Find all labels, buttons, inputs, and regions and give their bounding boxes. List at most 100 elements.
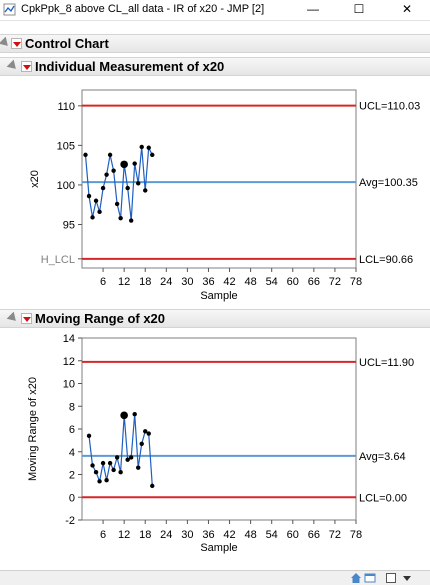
- limit-label: Avg=100.35: [359, 177, 418, 189]
- limit-label: LCL=0.00: [359, 492, 407, 504]
- data-point: [146, 145, 151, 150]
- data-point: [120, 160, 128, 169]
- y-tick-label: 100: [57, 180, 75, 192]
- data-point: [111, 168, 116, 173]
- red-triangle-menu-icon[interactable]: [21, 61, 32, 72]
- y-tick-label: 10: [63, 379, 75, 391]
- data-point: [114, 201, 120, 207]
- control-chart-outline-header: Control Chart: [0, 34, 430, 53]
- window-titlebar: CpkPpk_8 above CL_all data - IR of x20 -…: [0, 0, 430, 21]
- x-tick-label: 48: [244, 276, 256, 288]
- limit-label: UCL=110.03: [359, 101, 420, 113]
- data-point: [143, 188, 148, 193]
- x-tick-label: 66: [308, 276, 320, 288]
- y-tick-label: 12: [63, 356, 75, 368]
- red-triangle-menu-icon[interactable]: [11, 38, 22, 49]
- red-triangle-menu-icon[interactable]: [21, 313, 32, 324]
- data-point: [104, 477, 109, 483]
- window-list-icon[interactable]: [364, 572, 376, 584]
- data-point: [107, 460, 113, 466]
- y-tick-label: 95: [63, 219, 75, 231]
- disclosure-triangle-icon[interactable]: [6, 311, 20, 325]
- maximize-button[interactable]: ☐: [353, 2, 365, 16]
- x-tick-label: 60: [287, 529, 299, 541]
- x-tick-label: 24: [160, 529, 172, 541]
- plot-frame: [81, 337, 357, 521]
- x-tick-label: 6: [100, 276, 106, 288]
- x-tick-label: 36: [202, 529, 214, 541]
- data-point: [125, 185, 130, 191]
- y-tick-label: 8: [69, 401, 75, 413]
- data-point: [100, 185, 106, 191]
- x-tick-label: 72: [329, 529, 341, 541]
- disclosure-triangle-icon[interactable]: [6, 59, 20, 73]
- x-axis-label: Sample: [200, 290, 237, 302]
- x-tick-label: 54: [266, 276, 278, 288]
- y-tick-label: 4: [69, 447, 75, 459]
- data-point: [107, 152, 113, 158]
- x-tick-label: 60: [287, 276, 299, 288]
- y-tick-label: 0: [69, 492, 75, 504]
- x-tick-label: 42: [223, 529, 235, 541]
- home-icon[interactable]: [350, 572, 362, 584]
- checkbox-icon[interactable]: [385, 572, 397, 584]
- limit-label: Avg=3.64: [359, 451, 406, 463]
- data-point: [120, 411, 128, 420]
- control-chart-title: Control Chart: [25, 36, 109, 51]
- data-point: [136, 465, 141, 470]
- y-tick-label: 2: [69, 470, 75, 482]
- data-point: [93, 198, 99, 203]
- data-point: [128, 455, 134, 460]
- data-point: [128, 218, 134, 223]
- data-point: [90, 463, 95, 468]
- data-point: [97, 209, 102, 215]
- y-axis-label: Moving Range of x20: [27, 377, 39, 481]
- individual-chart-title: Individual Measurement of x20: [35, 59, 225, 74]
- data-point: [146, 431, 151, 436]
- x-tick-label: 54: [266, 529, 278, 541]
- close-button[interactable]: ✕: [401, 2, 413, 16]
- x-tick-label: 66: [308, 529, 320, 541]
- chevron-down-icon[interactable]: [402, 573, 412, 583]
- x-tick-label: 78: [350, 529, 362, 541]
- data-point: [139, 441, 144, 446]
- x-tick-label: 42: [223, 276, 235, 288]
- data-point: [125, 457, 130, 462]
- disclosure-triangle-icon[interactable]: [0, 36, 12, 50]
- y-tick-label: 110: [57, 101, 75, 113]
- y-tick-label: H_LCL: [41, 254, 75, 266]
- limit-label: UCL=11.90: [359, 357, 414, 369]
- data-point: [132, 412, 137, 417]
- y-tick-label: -2: [65, 515, 75, 527]
- data-point: [118, 470, 123, 475]
- x-tick-label: 72: [329, 276, 341, 288]
- individual-measurement-chart: 110 105 100 95 H_LCL 6 12 18 24 30 36 42 48 54 60 66 72 7…: [29, 89, 420, 302]
- moving-range-outline-header: Moving Range of x20: [0, 309, 430, 328]
- data-point: [118, 215, 123, 221]
- y-tick-label: 14: [63, 333, 75, 345]
- jmp-app-icon: [3, 3, 16, 16]
- moving-range-chart-title: Moving Range of x20: [35, 311, 166, 326]
- minimize-button[interactable]: —: [307, 2, 319, 16]
- x-tick-label: 12: [118, 529, 130, 541]
- data-point: [150, 152, 155, 158]
- x-tick-label: 24: [160, 276, 172, 288]
- y-tick-label: 6: [69, 424, 75, 436]
- status-bar: [0, 570, 430, 585]
- data-point: [93, 470, 99, 475]
- x-tick-label: 48: [244, 529, 256, 541]
- data-point: [139, 144, 144, 150]
- data-point: [90, 215, 95, 220]
- y-axis-label: x20: [29, 170, 41, 188]
- x-tick-label: 12: [118, 276, 130, 288]
- data-point: [86, 193, 92, 199]
- x-tick-label: 18: [139, 529, 151, 541]
- data-point: [100, 460, 106, 466]
- data-point: [97, 479, 102, 484]
- data-point: [104, 172, 109, 177]
- plot-frame: [81, 89, 357, 269]
- individual-outline-header: Individual Measurement of x20: [0, 57, 430, 76]
- x-tick-label: 30: [181, 529, 193, 541]
- x-tick-label: 78: [350, 276, 362, 288]
